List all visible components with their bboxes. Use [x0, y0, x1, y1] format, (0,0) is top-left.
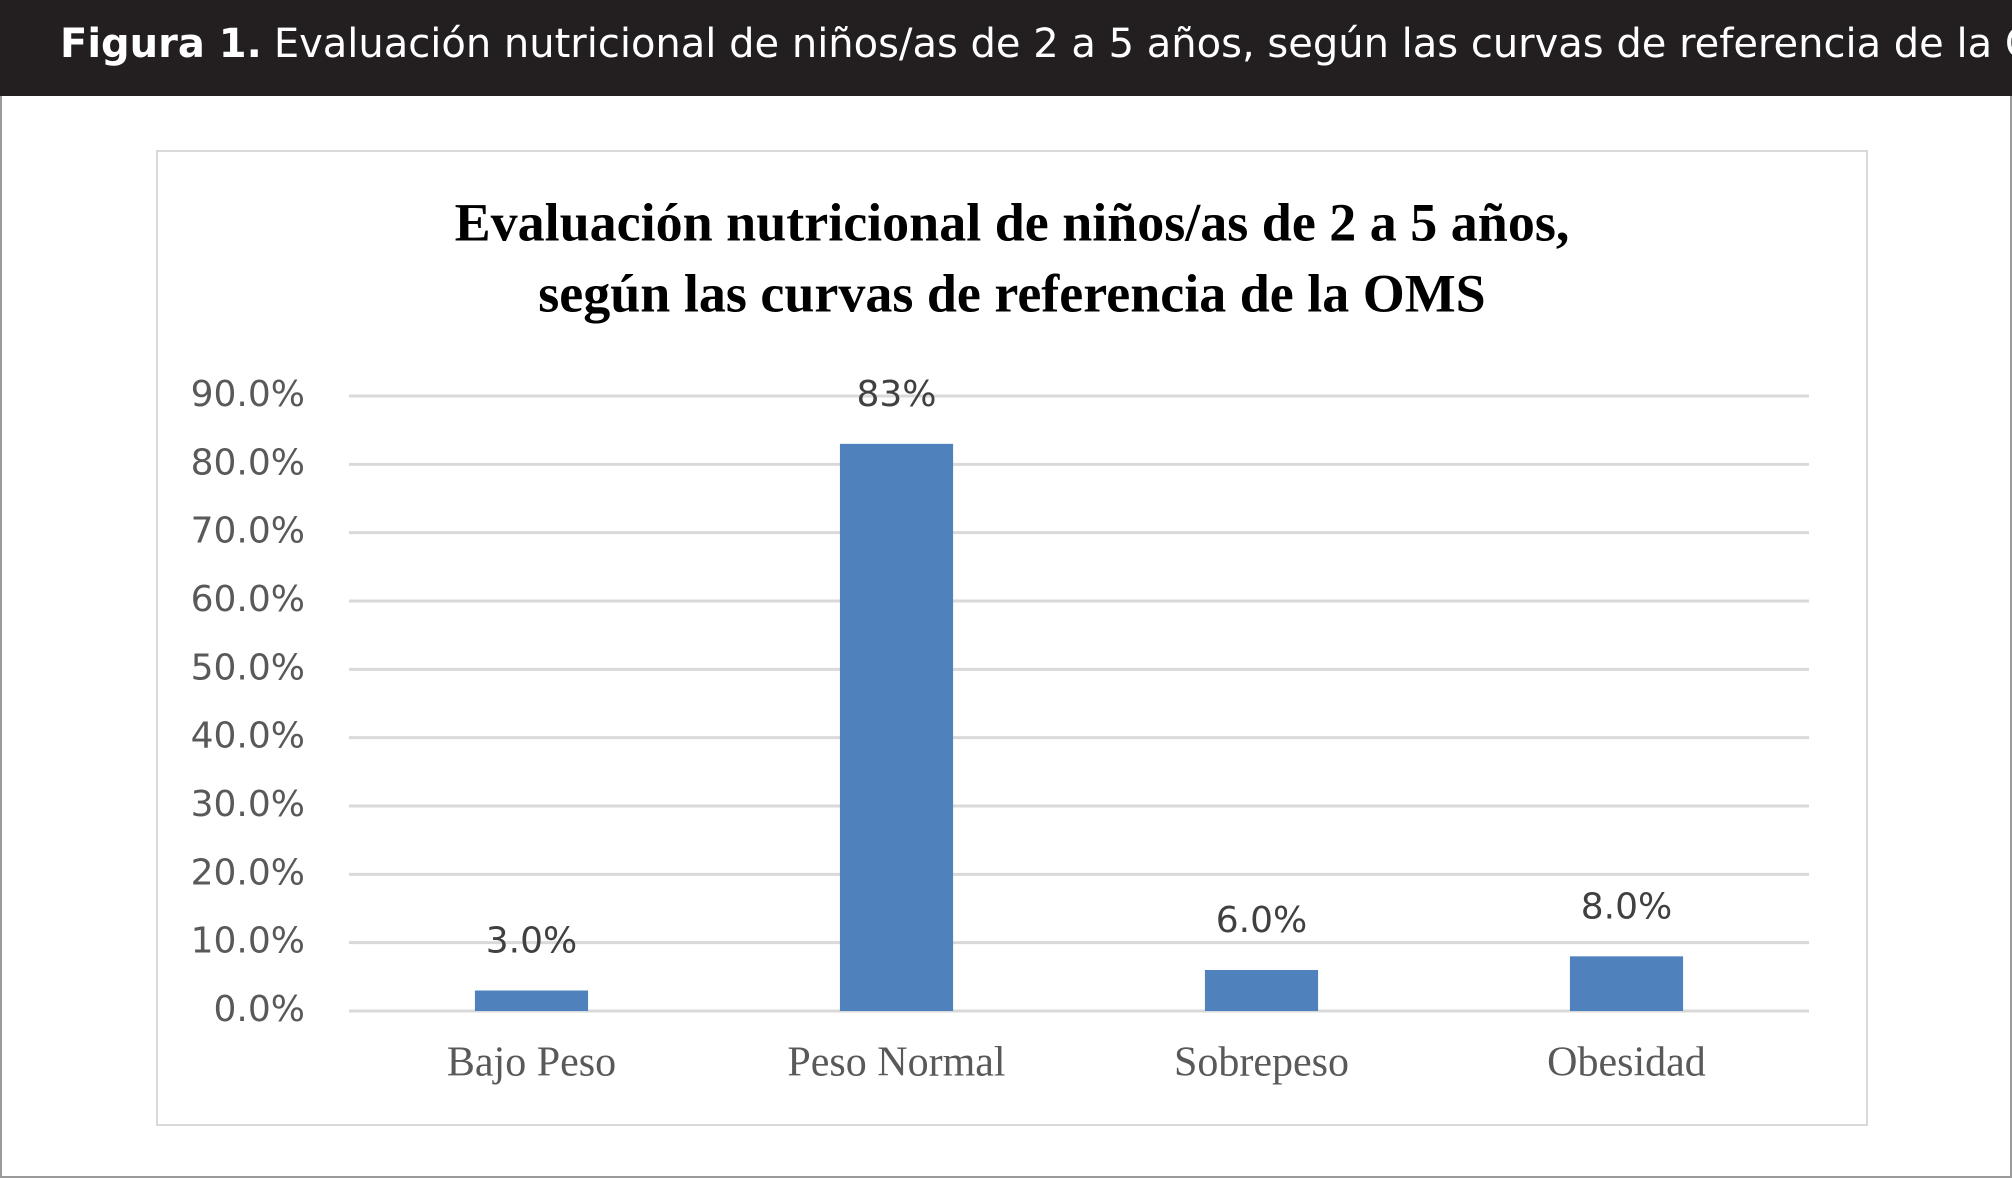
y-tick-label: 60.0% — [191, 579, 305, 620]
y-tick-label: 10.0% — [191, 921, 305, 962]
chart-title: Evaluación nutricional de niños/as de 2 … — [455, 192, 1570, 252]
x-tick-label: Bajo Peso — [447, 1040, 616, 1086]
header-bar — [0, 0, 2012, 96]
bar — [839, 443, 954, 1011]
bar — [1569, 956, 1684, 1011]
y-tick-label: 70.0% — [191, 511, 305, 552]
data-label: 8.0% — [1581, 886, 1672, 927]
y-tick-label: 20.0% — [191, 852, 305, 893]
data-label: 83% — [856, 374, 936, 415]
data-label: 6.0% — [1216, 900, 1307, 941]
y-tick-label: 0.0% — [214, 989, 305, 1030]
header-label: Figura 1. — [60, 21, 262, 67]
chart-title: según las curvas de referencia de la OMS — [538, 263, 1485, 323]
bar — [474, 990, 589, 1011]
header-text: Figura 1. Evaluación nutricional de niños… — [60, 21, 2012, 67]
x-tick-label: Obesidad — [1547, 1040, 1706, 1086]
x-tick-label: Peso Normal — [787, 1040, 1005, 1086]
y-tick-label: 50.0% — [191, 647, 305, 688]
y-tick-label: 90.0% — [191, 374, 305, 415]
y-tick-label: 80.0% — [191, 442, 305, 483]
bar — [1204, 970, 1319, 1011]
x-tick-label: Sobrepeso — [1174, 1040, 1349, 1086]
y-tick-label: 40.0% — [191, 716, 305, 757]
y-tick-label: 30.0% — [191, 784, 305, 825]
header-caption: Evaluación nutricional de niños/as de 2 … — [274, 21, 2012, 67]
data-label: 3.0% — [486, 921, 577, 962]
